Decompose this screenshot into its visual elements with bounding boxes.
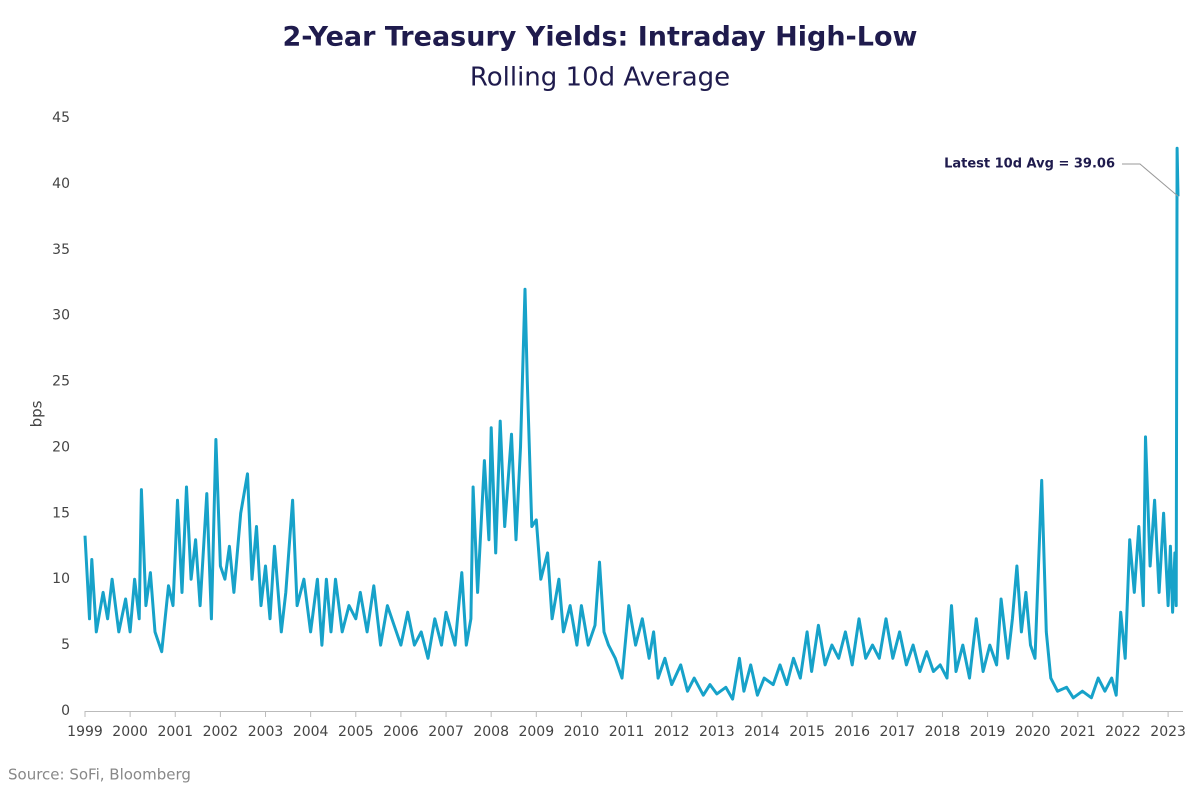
x-tick-label: 2006 [383,724,419,740]
x-tick-label: 2019 [970,724,1006,740]
x-tick-label: 2001 [157,724,193,740]
y-tick-label: 20 [52,439,70,455]
y-tick-label: 40 [52,176,70,192]
x-tick-label: 2023 [1150,724,1186,740]
x-tick-label: 1999 [67,724,103,740]
x-tick-label: 2010 [564,724,600,740]
annotation-leader [1122,163,1179,197]
x-tick-label: 2009 [518,724,554,740]
x-tick-label: 2002 [203,724,239,740]
x-tick-label: 2012 [654,724,690,740]
x-tick-label: 2003 [248,724,284,740]
x-tick-label: 2016 [834,724,870,740]
y-tick-label: 5 [61,637,70,653]
source: Source: SoFi, Bloomberg [8,766,191,784]
y-tick-label: 35 [52,242,70,258]
y-tick-label: 15 [52,505,70,521]
y-tick-label: 45 [52,110,70,126]
y-tick-label: 10 [52,571,70,587]
x-tick-label: 2004 [293,724,329,740]
x-tick-label: 2007 [428,724,464,740]
x-tick-label: 2005 [338,724,374,740]
x-tick-label: 2020 [1015,724,1051,740]
y-tick-label: 0 [61,703,70,719]
x-tick-label: 2008 [473,724,509,740]
x-tick-label: 2018 [925,724,961,740]
x-tick-label: 2022 [1105,724,1141,740]
x-tick-label: 2000 [112,724,148,740]
x-tick-label: 2015 [789,724,825,740]
x-tick-label: 2021 [1060,724,1096,740]
annotation: Latest 10d Avg = 39.06 [944,157,1115,172]
y-axis-label: bps [28,400,46,427]
x-tick-label: 2014 [744,724,780,740]
chart-title: 2-Year Treasury Yields: Intraday High-Lo… [283,22,918,53]
x-tick-label: 2017 [880,724,916,740]
y-tick-label: 30 [52,308,70,324]
x-tick-label: 2011 [609,724,645,740]
x-tick-label: 2013 [699,724,735,740]
y-tick-label: 25 [52,374,70,390]
line [83,146,1180,701]
chart-subtitle: Rolling 10d Average [470,63,730,93]
